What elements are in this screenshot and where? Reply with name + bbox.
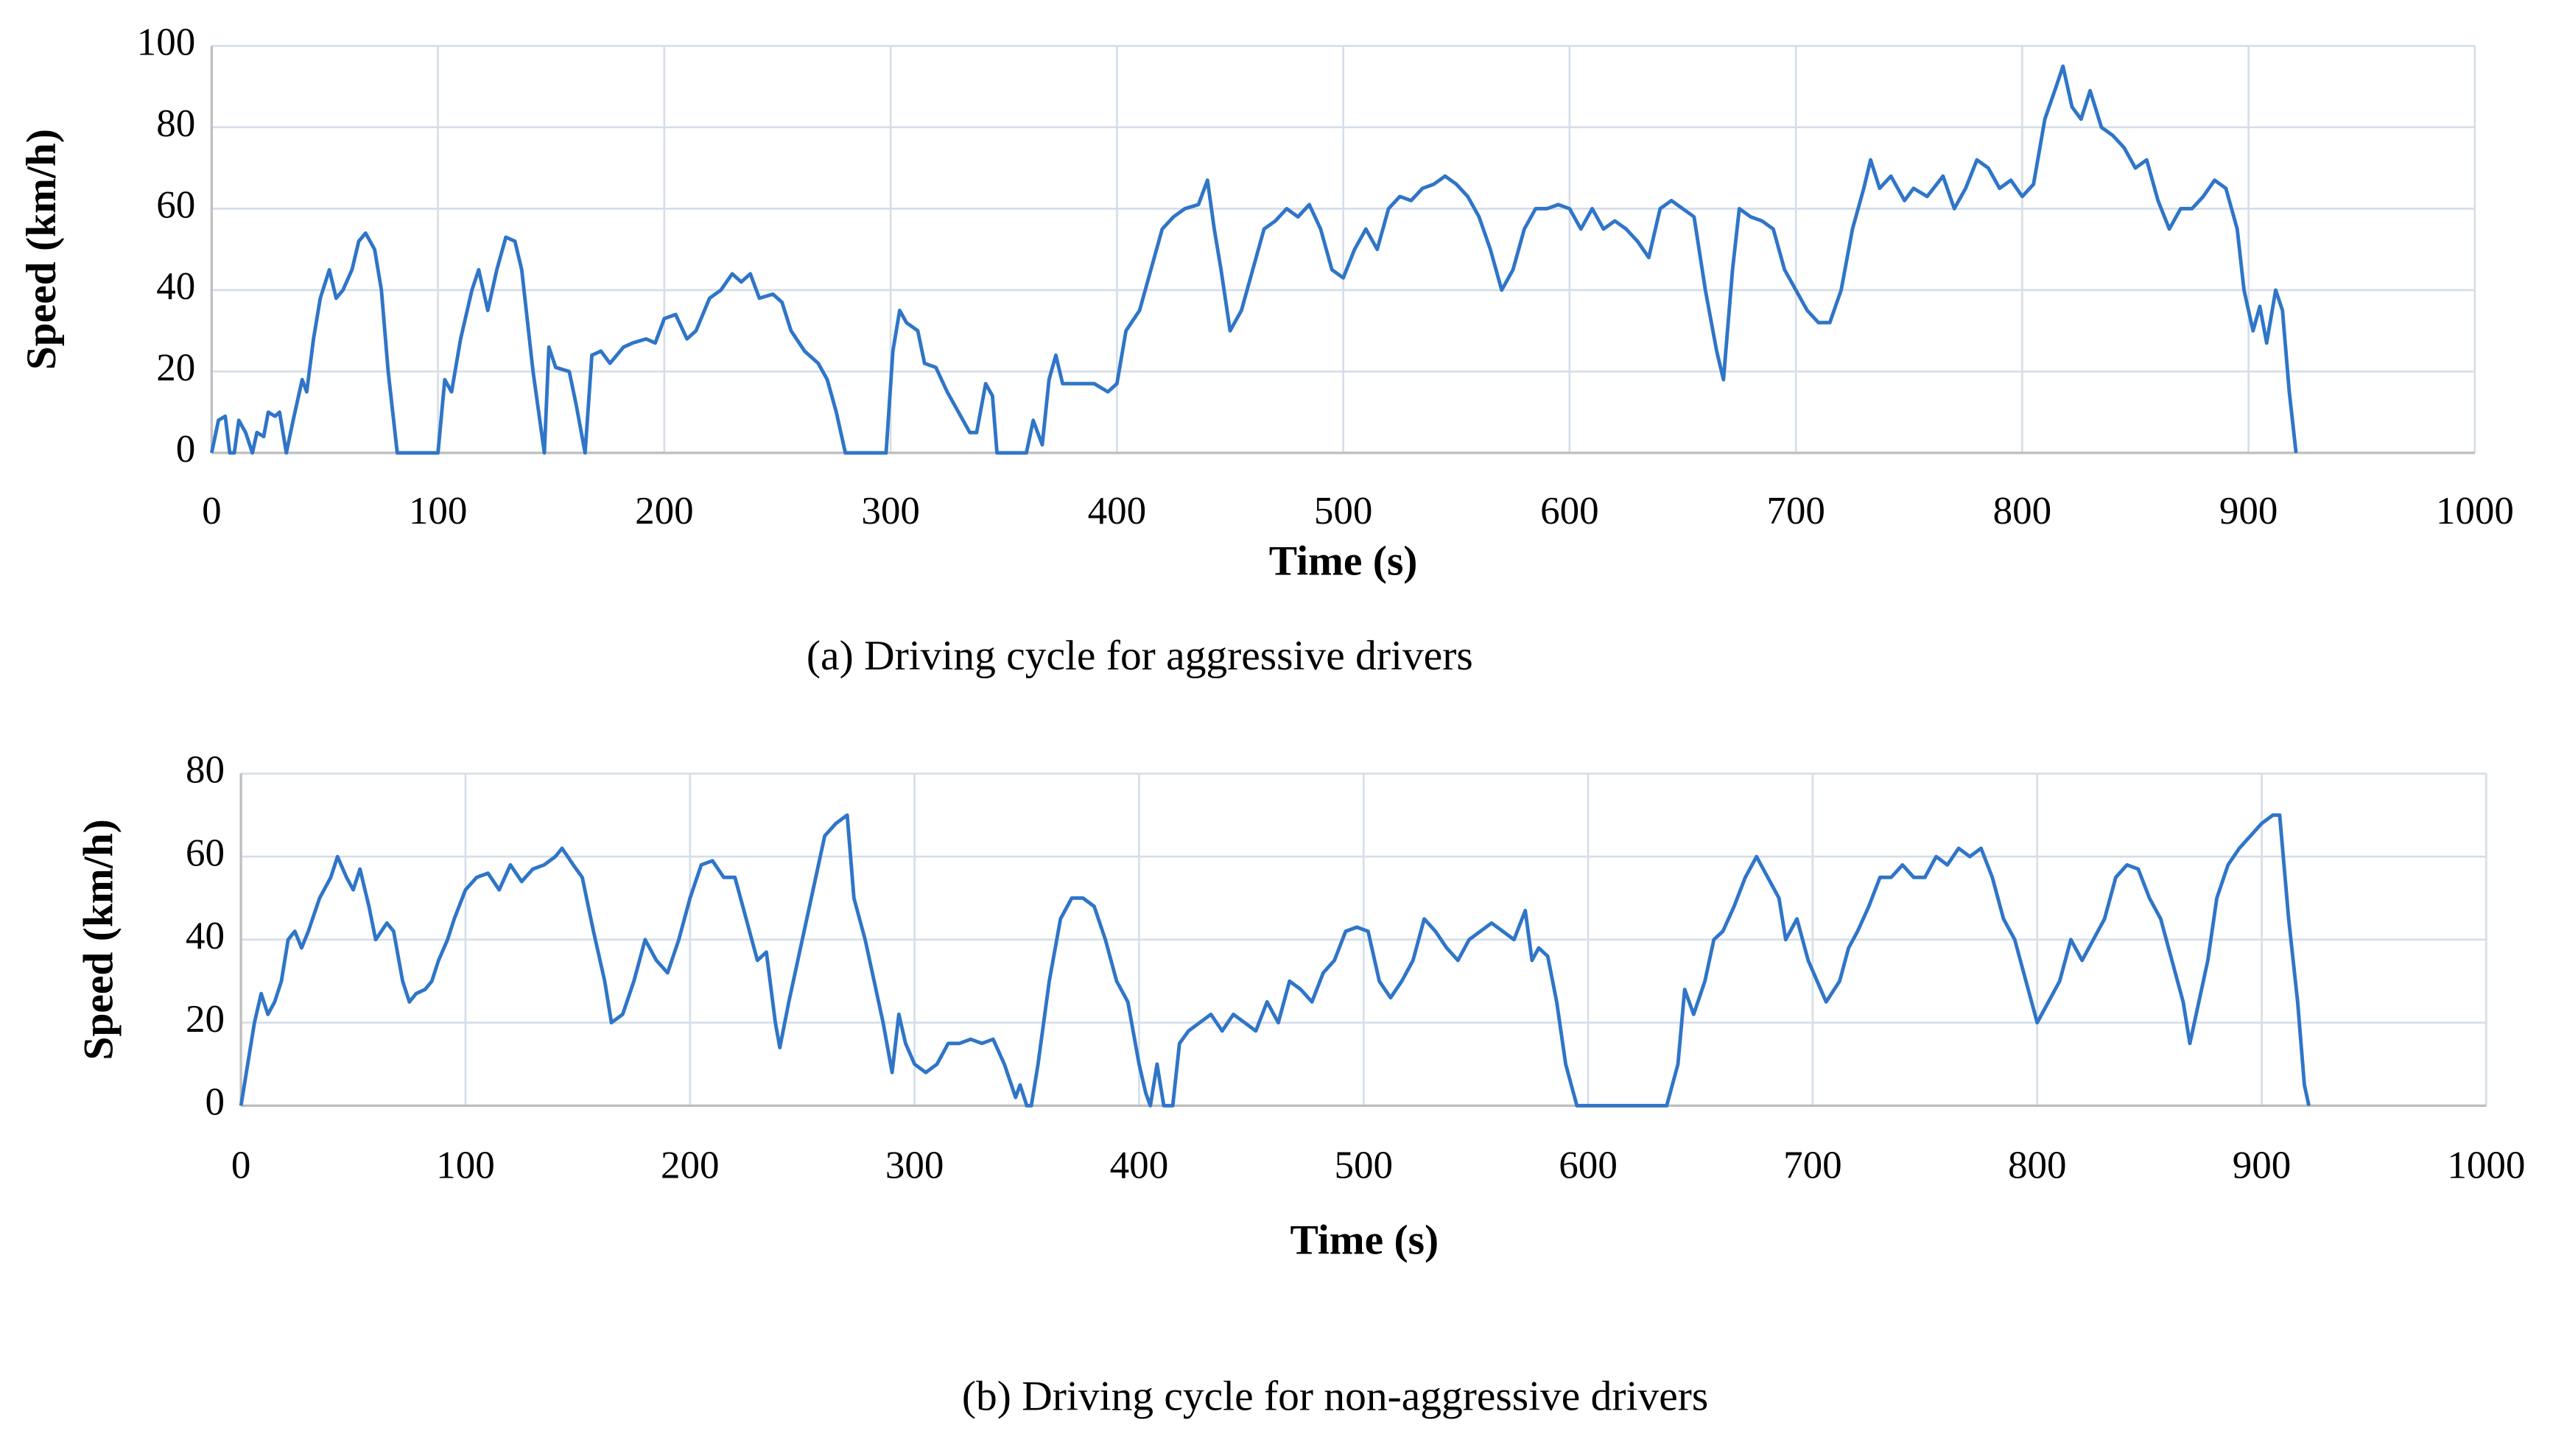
x-tick-label: 0 — [231, 1144, 251, 1187]
x-tick-label: 300 — [885, 1144, 944, 1187]
x-tick-label: 200 — [635, 490, 694, 532]
x-tick-label: 600 — [1540, 490, 1599, 532]
x-tick-label: 100 — [436, 1144, 495, 1187]
x-tick-label: 300 — [861, 490, 920, 532]
x-tick-label: 700 — [1783, 1144, 1842, 1187]
x-tick-label: 900 — [2219, 490, 2278, 532]
x-tick-label: 500 — [1334, 1144, 1393, 1187]
y-tick-label: 80 — [186, 749, 225, 792]
x-tick-label: 400 — [1088, 490, 1147, 532]
y-tick-label: 20 — [186, 998, 225, 1041]
y-tick-label: 80 — [156, 102, 195, 145]
x-tick-label: 1000 — [2436, 490, 2514, 532]
speed-line — [239, 813, 2311, 1108]
x-tick-label: 400 — [1110, 1144, 1169, 1187]
y-tick-label: 0 — [176, 428, 196, 471]
caption: (a) Driving cycle for aggressive drivers — [807, 633, 1473, 679]
x-tick-label: 200 — [661, 1144, 720, 1187]
speed-line — [209, 64, 2298, 455]
y-tick-label: 100 — [137, 21, 196, 63]
y-tick-label: 20 — [156, 347, 195, 390]
x-axis-title: Time (s) — [1290, 1217, 1439, 1263]
y-axis-title: Speed (km/h) — [75, 819, 122, 1060]
y-tick-label: 40 — [186, 915, 225, 957]
x-tick-label: 700 — [1766, 490, 1825, 532]
x-tick-label: 600 — [1559, 1144, 1618, 1187]
y-tick-label: 40 — [156, 265, 195, 308]
y-axis-title: Speed (km/h) — [18, 129, 65, 370]
x-tick-label: 800 — [1993, 490, 2052, 532]
x-axis-title: Time (s) — [1269, 538, 1418, 585]
y-tick-label: 60 — [186, 831, 225, 874]
x-tick-label: 900 — [2233, 1144, 2292, 1187]
x-tick-label: 100 — [409, 490, 468, 532]
x-tick-label: 1000 — [2447, 1144, 2525, 1187]
y-tick-label: 60 — [156, 184, 195, 227]
x-tick-label: 500 — [1314, 490, 1373, 532]
x-tick-label: 0 — [202, 490, 222, 532]
y-tick-label: 0 — [206, 1080, 225, 1123]
caption: (b) Driving cycle for non-aggressive dri… — [962, 1374, 1708, 1420]
x-tick-label: 800 — [2008, 1144, 2067, 1187]
